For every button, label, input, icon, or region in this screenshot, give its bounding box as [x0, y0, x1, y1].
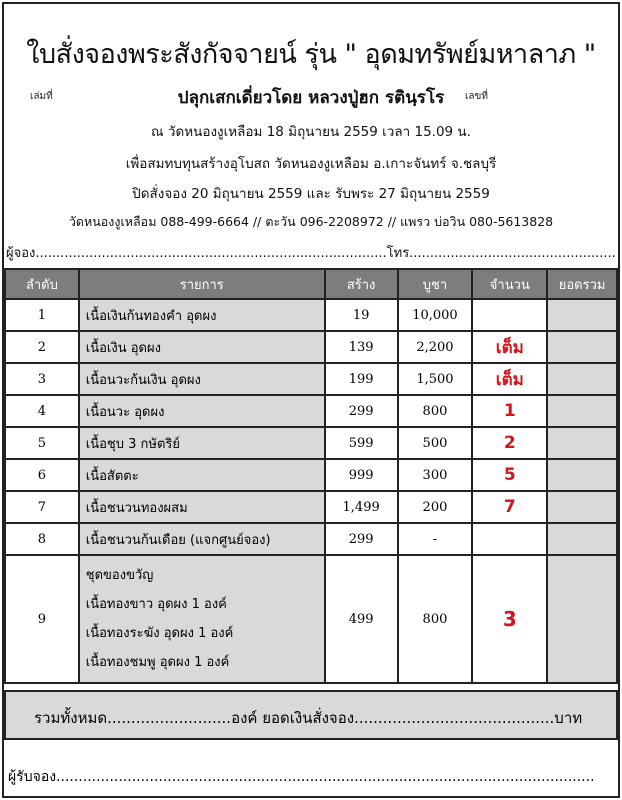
- serial-number-label: เลขที่: [465, 91, 488, 102]
- row-price: -: [396, 522, 474, 556]
- receiver-field[interactable]: ผู้รับจอง...............................…: [8, 769, 595, 785]
- subtitle: ปลุกเสกเดี่ยวโดย หลวงปู่ฮก รตินฺรโร: [177, 88, 445, 108]
- row-qty[interactable]: [471, 522, 549, 556]
- set-line: เนื้อทองชมพู อุดผง 1 องค์: [85, 655, 230, 670]
- header-no: ลำดับ: [4, 268, 80, 300]
- set-line: ชุดของขวัญ: [85, 568, 154, 583]
- table-row: 2 เนื้อเงิน อุดผง 139 2,200 เต็ม: [4, 330, 618, 364]
- row-no: 1: [4, 298, 80, 332]
- row-price: 300: [396, 458, 474, 492]
- order-table: ลำดับ รายการ สร้าง บูชา จำนวน ยอดรวม 1 เน…: [4, 268, 618, 684]
- row-qty[interactable]: 5: [471, 458, 549, 492]
- row-price: 800: [396, 394, 474, 428]
- row-no: 2: [4, 330, 80, 364]
- row-total[interactable]: [546, 522, 618, 556]
- row-made: 19: [323, 298, 399, 332]
- row-item: ชุดของขวัญ เนื้อทองขาว อุดผง 1 องค์ เนื้…: [77, 554, 326, 684]
- row-item: เนื้อชนวนก้นเดือย (แจกศูนย์จอง): [77, 522, 326, 556]
- summary-row[interactable]: รวมทั้งหมด..........................องค์…: [4, 690, 618, 740]
- row-no: 5: [4, 426, 80, 460]
- table-header: ลำดับ รายการ สร้าง บูชา จำนวน ยอดรวม: [4, 268, 618, 300]
- info-line-1: ณ วัดหนองงูเหลือม 18 มิถุนายน 2559 เวลา …: [151, 124, 471, 140]
- header-total: ยอดรวม: [546, 268, 618, 300]
- row-price: 10,000: [396, 298, 474, 332]
- row-item: เนื้อนวะ อุดผง: [77, 394, 326, 428]
- row-no: 3: [4, 362, 80, 396]
- info-line-2: เพื่อสมทบทุนสร้างอุโบสถ วัดหนองงูเหลือม …: [125, 156, 497, 172]
- row-item: เนื้อนวะก้นเงิน อุดผง: [77, 362, 326, 396]
- table-row: 8 เนื้อชนวนก้นเดือย (แจกศูนย์จอง) 299-: [4, 522, 618, 556]
- orderer-field[interactable]: ผู้จอง..................................…: [6, 246, 616, 261]
- set-line: เนื้อทองระฆัง อุดผง 1 องค์: [85, 626, 234, 641]
- table-row: 1 เนื้อเงินก้นทองคำ อุดผง 19 10,000: [4, 298, 618, 332]
- row-no: 8: [4, 522, 80, 556]
- table-row-set: 9 ชุดของขวัญ เนื้อทองขาว อุดผง 1 องค์ เน…: [4, 554, 618, 684]
- row-no: 7: [4, 490, 80, 524]
- row-no: 9: [4, 554, 80, 684]
- row-price: 800: [396, 554, 474, 684]
- table-row: 7 เนื้อชนวนทองผสม 1,499 200 7: [4, 490, 618, 524]
- row-qty[interactable]: เต็ม: [471, 330, 549, 364]
- row-made: 1,499: [323, 490, 399, 524]
- row-qty[interactable]: 2: [471, 426, 549, 460]
- row-total[interactable]: [546, 394, 618, 428]
- row-made: 599: [323, 426, 399, 460]
- row-total[interactable]: [546, 426, 618, 460]
- row-made: 299: [323, 394, 399, 428]
- row-total[interactable]: [546, 362, 618, 396]
- row-item: เนื้อเงิน อุดผง: [77, 330, 326, 364]
- row-price: 1,500: [396, 362, 474, 396]
- info-line-3: ปิดสั่งจอง 20 มิถุนายน 2559 และ รับพระ 2…: [132, 186, 490, 202]
- header-made: สร้าง: [323, 268, 399, 300]
- row-price: 500: [396, 426, 474, 460]
- book-number-label: เล่มที่: [30, 91, 53, 102]
- contact-line: วัดหนองงูเหลือม 088-499-6664 // ตะวัน 09…: [68, 214, 554, 229]
- row-qty[interactable]: 1: [471, 394, 549, 428]
- row-no: 6: [4, 458, 80, 492]
- row-made: 999: [323, 458, 399, 492]
- row-total[interactable]: [546, 490, 618, 524]
- row-qty[interactable]: [471, 298, 549, 332]
- header-price: บูชา: [396, 268, 474, 300]
- table-row: 6 เนื้อสัตตะ 999 300 5: [4, 458, 618, 492]
- table-row: 5 เนื้อชุบ 3 กษัตริย์ 599 500 2: [4, 426, 618, 460]
- row-item: เนื้อเงินก้นทองคำ อุดผง: [77, 298, 326, 332]
- row-total[interactable]: [546, 298, 618, 332]
- row-total[interactable]: [546, 554, 618, 684]
- row-price: 2,200: [396, 330, 474, 364]
- table-row: 4 เนื้อนวะ อุดผง 299 800 1: [4, 394, 618, 428]
- header-qty: จำนวน: [471, 268, 549, 300]
- row-qty[interactable]: เต็ม: [471, 362, 549, 396]
- form-title: ใบสั่งจองพระสังกัจจายน์ รุ่น " อุดมทรัพย…: [26, 39, 596, 70]
- row-total[interactable]: [546, 330, 618, 364]
- row-total[interactable]: [546, 458, 618, 492]
- row-item: เนื้อชุบ 3 กษัตริย์: [77, 426, 326, 460]
- row-made: 299: [323, 522, 399, 556]
- row-made: 499: [323, 554, 399, 684]
- row-no: 4: [4, 394, 80, 428]
- set-line: เนื้อทองขาว อุดผง 1 องค์: [85, 597, 227, 612]
- row-item: เนื้อสัตตะ: [77, 458, 326, 492]
- row-price: 200: [396, 490, 474, 524]
- row-qty[interactable]: 7: [471, 490, 549, 524]
- row-made: 199: [323, 362, 399, 396]
- row-made: 139: [323, 330, 399, 364]
- row-qty[interactable]: 3: [471, 554, 549, 684]
- table-row: 3 เนื้อนวะก้นเงิน อุดผง 199 1,500 เต็ม: [4, 362, 618, 396]
- header-item: รายการ: [77, 268, 326, 300]
- row-item: เนื้อชนวนทองผสม: [77, 490, 326, 524]
